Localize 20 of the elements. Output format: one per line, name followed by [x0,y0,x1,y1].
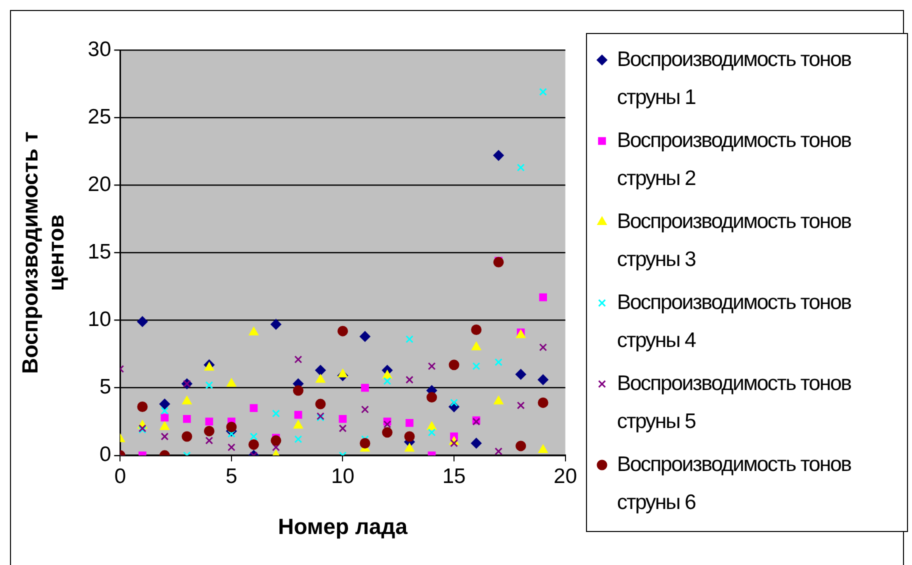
legend-label: Воспроизводимость тонов струны 1 [617,47,852,111]
x-tick-label: 0 [114,464,126,488]
legend-label: Воспроизводимость тонов струны 2 [617,128,852,192]
y-axis-title: Воспроизводимость т центов [17,131,69,374]
y-tick-label: 25 [88,105,112,128]
legend-label: Воспроизводимость тонов струны 6 [617,452,852,516]
y-tick-label: 10 [88,308,112,332]
y-tick-label: 30 [88,38,112,61]
legend-label: Воспроизводимость тонов струны 3 [617,209,852,273]
x-tick-label: 15 [442,464,466,488]
legend-label: Воспроизводимость тонов струны 4 [617,290,852,354]
y-tick-label: 20 [88,172,112,196]
x-axis-title: Номер лада [278,514,408,539]
y-tick-label: 0 [99,443,112,466]
legend-label: Воспроизводимость тонов струны 5 [617,371,852,435]
x-tick-label: 10 [331,464,354,488]
x-tick-label: 5 [226,464,238,488]
x-tick-label: 20 [554,464,577,488]
y-tick-label: 5 [99,376,112,399]
y-tick-label: 15 [88,240,112,264]
